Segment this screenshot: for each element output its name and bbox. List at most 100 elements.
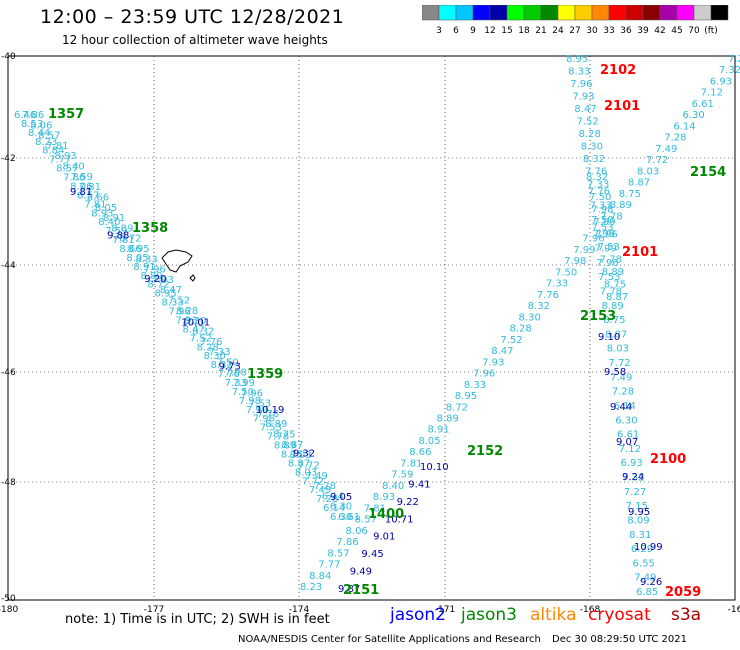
swh-value: 8.44 bbox=[28, 128, 50, 139]
swh-value: 9.32 bbox=[293, 448, 315, 459]
swh-value: 7.98 bbox=[239, 396, 261, 407]
swh-value: 8.23 bbox=[300, 582, 322, 593]
swh-value: 7.96 bbox=[570, 79, 592, 90]
swh-value: 7.86 bbox=[63, 173, 85, 184]
swh-value: 8.06 bbox=[346, 526, 368, 537]
swh-value: 7.76 bbox=[218, 369, 240, 380]
swh-value: 7.76 bbox=[585, 167, 607, 178]
swh-value: 6.30 bbox=[615, 415, 637, 426]
swh-value: 9.58 bbox=[604, 367, 626, 378]
swh-value: 9.01 bbox=[373, 532, 395, 543]
swh-value: 7.98 bbox=[225, 368, 247, 379]
swh-value: 6.93 bbox=[620, 458, 642, 469]
swh-value: 7.77 bbox=[318, 560, 340, 571]
swh-value: 9.07 bbox=[616, 437, 638, 448]
swh-value: 7.96 bbox=[582, 234, 604, 245]
track-time-label: 2151 bbox=[343, 583, 379, 598]
swh-value: 8.95 bbox=[566, 54, 588, 65]
swh-value: 8.95 bbox=[127, 244, 149, 255]
swh-value: 6.93 bbox=[710, 76, 732, 87]
legend-cryosat: cryosat bbox=[588, 605, 651, 625]
y-tick-label: -48 bbox=[1, 478, 16, 488]
swh-value: 9.24 bbox=[622, 472, 644, 483]
footer-org: NOAA/NESDIS Center for Satellite Applica… bbox=[238, 634, 541, 645]
swh-value: 7.98 bbox=[564, 256, 586, 267]
swh-value: 8.30 bbox=[581, 142, 603, 153]
swh-value: 7.28 bbox=[314, 481, 336, 492]
swh-value: 8.89 bbox=[437, 413, 459, 424]
swh-value: 6.14 bbox=[323, 503, 345, 514]
swh-value: 7.86 bbox=[336, 537, 358, 548]
track-time-label: 2153 bbox=[580, 309, 616, 324]
swh-value: 7.98 bbox=[593, 229, 615, 240]
page-subtitle: 12 hour collection of altimeter wave hei… bbox=[62, 33, 328, 47]
swh-value: 8.40 bbox=[63, 162, 85, 173]
swh-value: 8.66 bbox=[119, 244, 141, 255]
legend-altika: altika bbox=[530, 605, 577, 625]
swh-value: 10.99 bbox=[634, 542, 663, 553]
swh-value: 7.96 bbox=[253, 414, 275, 425]
track-time-label: 2152 bbox=[467, 444, 503, 459]
swh-value: 7.50 bbox=[232, 387, 254, 398]
swh-value: 7.15 bbox=[626, 501, 648, 512]
swh-value: 7.99 bbox=[595, 244, 617, 255]
swh-value: 7.59 bbox=[105, 226, 127, 237]
color-scale-tick: 27 bbox=[569, 26, 580, 36]
swh-value: 7.99 bbox=[573, 245, 595, 256]
swh-value: 7.28 bbox=[612, 387, 634, 398]
swh-value: 6.46 bbox=[14, 110, 36, 121]
legend-jason3: jason3 bbox=[461, 605, 517, 625]
swh-value: 7.93 bbox=[482, 357, 504, 368]
swh-value: 7.81 bbox=[112, 235, 134, 246]
swh-value: 7.12 bbox=[701, 88, 723, 99]
swh-value: 8.47 bbox=[183, 324, 205, 335]
swh-value: 7.53 bbox=[598, 242, 620, 253]
swh-value: 7.96 bbox=[241, 388, 263, 399]
swh-value: 8.28 bbox=[197, 342, 219, 353]
swh-value: 7.99 bbox=[233, 378, 255, 389]
swh-value: 7.72 bbox=[302, 476, 324, 487]
swh-value: 8.72 bbox=[147, 280, 169, 291]
x-tick-label: -174 bbox=[289, 605, 310, 615]
swh-value: 7.49 bbox=[309, 485, 331, 496]
swh-value: 10.10 bbox=[420, 462, 449, 473]
swh-value: 8.05 bbox=[95, 203, 117, 214]
swh-value: 7.77 bbox=[49, 155, 71, 166]
swh-value: 8.40 bbox=[98, 217, 120, 228]
swh-value: 7.49 bbox=[655, 144, 677, 155]
swh-value: 10.71 bbox=[385, 514, 414, 525]
swh-value: 9.44 bbox=[610, 402, 632, 413]
swh-value: 7.86 bbox=[22, 110, 44, 121]
swh-value: 8.91 bbox=[103, 213, 125, 224]
x-tick-label: -180 bbox=[0, 605, 18, 615]
swh-value: 7.76 bbox=[588, 186, 610, 197]
swh-value: 8.30 bbox=[184, 316, 206, 327]
swh-value: 9.10 bbox=[598, 332, 620, 343]
swh-value: 8.95 bbox=[455, 391, 477, 402]
swh-value: 8.66 bbox=[87, 192, 109, 203]
swh-value: 8.33 bbox=[464, 380, 486, 391]
swh-value: 7.53 bbox=[591, 223, 613, 234]
swh-value: 7.33 bbox=[589, 201, 611, 212]
swh-value: 7.81 bbox=[364, 503, 386, 514]
swh-value: 8.57 bbox=[56, 164, 78, 175]
swh-value: 8.06 bbox=[70, 181, 92, 192]
swh-value: 7.96 bbox=[144, 265, 166, 276]
swh-value: 7.96 bbox=[596, 258, 618, 269]
swh-value: 7.98 bbox=[591, 204, 613, 215]
y-tick-label: -42 bbox=[1, 154, 16, 164]
swh-value: 9.22 bbox=[397, 497, 419, 508]
swh-value: 8.75 bbox=[281, 449, 303, 460]
swh-value: 8.30 bbox=[204, 351, 226, 362]
swh-value: 8.03 bbox=[289, 450, 311, 461]
swh-value: 6.14 bbox=[322, 491, 344, 502]
color-scale-tick: 24 bbox=[552, 26, 564, 36]
swh-value: 7.53 bbox=[598, 272, 620, 283]
swh-value: 6.61 bbox=[617, 430, 639, 441]
swh-value: 9.88 bbox=[107, 231, 129, 242]
swh-value: 8.72 bbox=[446, 402, 468, 413]
swh-value: 6.85 bbox=[636, 587, 658, 598]
track-time-label: 1359 bbox=[247, 367, 283, 382]
swh-value: 8.91 bbox=[133, 262, 155, 273]
